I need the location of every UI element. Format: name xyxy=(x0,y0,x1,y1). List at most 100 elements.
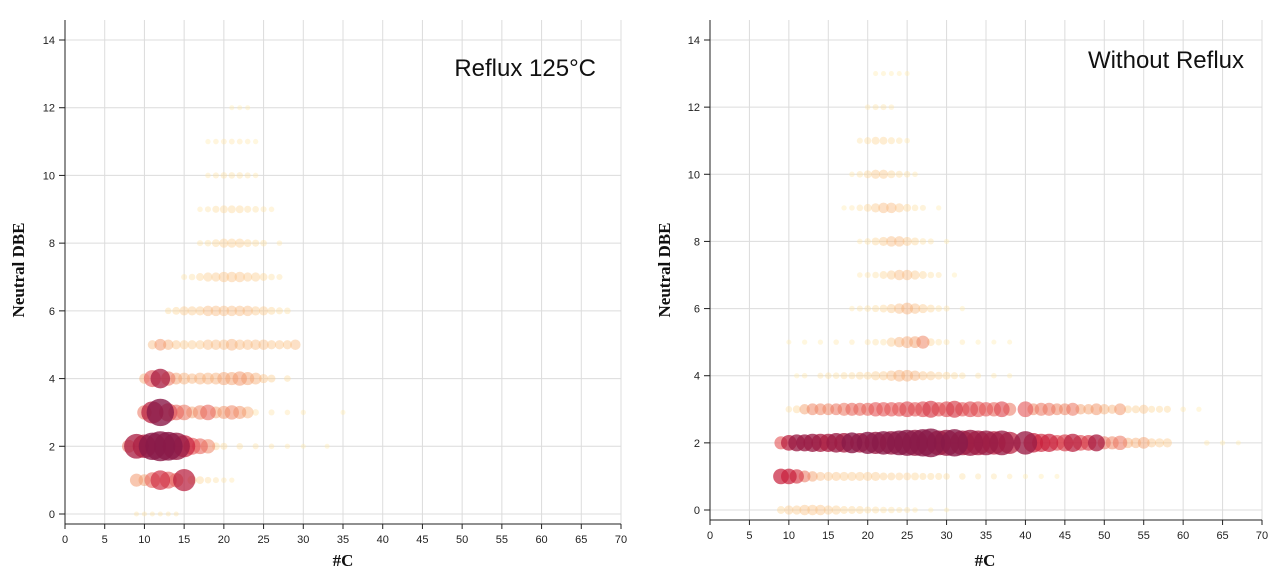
data-point xyxy=(902,236,912,247)
data-point xyxy=(863,170,872,179)
data-point xyxy=(886,370,897,381)
data-point xyxy=(251,306,261,316)
y-tick-label: 10 xyxy=(688,169,700,181)
x-tick-label: 55 xyxy=(496,534,508,546)
data-point xyxy=(1162,438,1172,448)
data-point xyxy=(284,307,291,315)
data-point xyxy=(878,202,889,214)
data-point xyxy=(840,506,849,514)
data-point xyxy=(212,205,220,213)
data-point xyxy=(290,339,301,350)
data-point xyxy=(864,104,871,110)
data-point xyxy=(872,305,880,313)
data-point xyxy=(878,371,889,381)
data-point xyxy=(945,400,963,418)
y-tick-label: 12 xyxy=(43,103,55,115)
data-point xyxy=(250,339,261,350)
data-point xyxy=(1013,431,1038,455)
data-point xyxy=(879,136,888,145)
data-point xyxy=(1038,473,1044,480)
data-point xyxy=(847,471,857,482)
x-axis-title: #C xyxy=(975,551,996,570)
data-point xyxy=(204,206,212,213)
data-point xyxy=(181,273,188,281)
y-tick-label: 4 xyxy=(694,371,700,383)
x-tick-label: 0 xyxy=(707,530,713,542)
x-tick-label: 10 xyxy=(783,530,795,542)
data-point xyxy=(935,338,942,346)
data-point xyxy=(258,339,269,350)
data-point xyxy=(164,307,172,315)
data-point xyxy=(186,373,198,384)
data-point xyxy=(1063,433,1082,453)
data-point xyxy=(234,305,245,317)
data-point xyxy=(792,405,801,414)
data-point xyxy=(188,273,196,281)
data-point xyxy=(871,169,881,179)
data-point xyxy=(896,71,902,77)
y-tick-label: 0 xyxy=(49,509,55,521)
data-point xyxy=(785,405,793,413)
data-point xyxy=(863,203,872,212)
data-point xyxy=(864,506,872,514)
data-point xyxy=(1235,440,1241,446)
data-point xyxy=(916,335,930,349)
data-point xyxy=(179,306,189,316)
data-point xyxy=(872,271,879,279)
x-axis-title: #C xyxy=(333,551,354,570)
data-point xyxy=(266,340,277,350)
data-point xyxy=(268,273,275,281)
data-point xyxy=(228,172,236,179)
data-point xyxy=(284,409,291,416)
data-point xyxy=(871,371,881,381)
data-point xyxy=(856,137,863,144)
data-point xyxy=(872,104,879,111)
data-point xyxy=(218,339,230,350)
data-point xyxy=(149,511,155,517)
data-point xyxy=(252,205,259,213)
data-point xyxy=(1148,405,1156,413)
data-point xyxy=(242,339,253,350)
data-point xyxy=(172,306,181,315)
data-point xyxy=(260,239,267,247)
data-point xyxy=(252,443,259,450)
data-point xyxy=(959,305,965,312)
x-tick-label: 10 xyxy=(138,534,150,546)
data-point xyxy=(221,477,227,483)
data-point xyxy=(894,336,905,348)
data-point xyxy=(1180,406,1186,413)
x-tick-label: 60 xyxy=(535,534,547,546)
data-point xyxy=(252,409,259,416)
data-point xyxy=(942,371,951,380)
data-point xyxy=(904,506,911,514)
data-point xyxy=(1219,440,1226,446)
data-point xyxy=(855,506,864,514)
data-point xyxy=(211,272,221,282)
data-point xyxy=(202,372,214,385)
data-point xyxy=(901,269,913,281)
data-point xyxy=(873,71,879,77)
data-point xyxy=(910,270,920,280)
data-point xyxy=(894,269,905,281)
data-point xyxy=(210,305,222,317)
data-point xyxy=(857,272,863,278)
data-point xyxy=(276,273,283,281)
data-point xyxy=(1107,404,1117,414)
panel-title: Reflux 125°C xyxy=(454,55,596,82)
y-axis-title: Neutral DBE xyxy=(9,223,28,318)
x-tick-label: 20 xyxy=(862,530,874,542)
data-point xyxy=(993,401,1010,418)
y-tick-label: 2 xyxy=(694,438,700,450)
data-point xyxy=(229,105,235,111)
y-tick-label: 8 xyxy=(49,238,55,250)
data-point xyxy=(857,238,863,245)
data-point xyxy=(912,171,918,178)
data-point xyxy=(792,505,802,515)
data-point xyxy=(187,306,197,316)
data-point xyxy=(235,238,245,248)
data-point xyxy=(887,472,896,481)
data-point xyxy=(911,204,919,212)
data-point xyxy=(943,238,950,245)
data-point xyxy=(163,339,174,350)
